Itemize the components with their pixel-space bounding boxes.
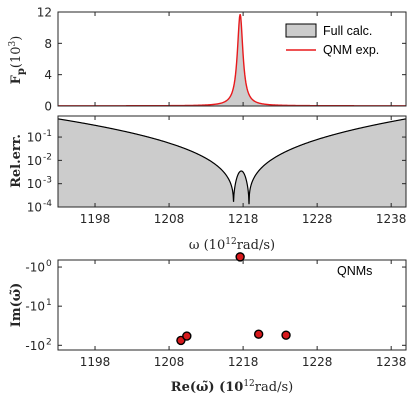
panel-error-xticks: 1198 1208 1218 1228 1238 xyxy=(80,116,407,226)
qnm-point xyxy=(281,330,291,340)
ytick-exponent: -2 xyxy=(43,152,52,162)
xtick-label: 1218 xyxy=(228,212,259,226)
ytick-label: 8 xyxy=(44,37,52,51)
panel-error: 10-410-310-210-1 1198 1208 1218 1228 1238 Re… xyxy=(9,115,407,253)
qnm-point xyxy=(253,329,264,339)
ytick-exponent: -3 xyxy=(43,176,52,186)
xtick-label: 1198 xyxy=(80,212,111,226)
ytick-label: 4 xyxy=(44,68,52,82)
panel-qnm: -10 0-10 1-10 2 1198 1208 1218 1228 1238 QNMs I… xyxy=(9,252,407,395)
relative-error-area xyxy=(58,118,406,207)
relative-error-line xyxy=(57,118,407,205)
ytick-label: 10 xyxy=(27,177,42,191)
panel-error-yticks: 10-410-310-210-1 xyxy=(27,129,406,215)
ytick-label: -10 xyxy=(25,339,45,353)
panel-qnm-xlabel: Re(ω̃) (1012rad/s) xyxy=(171,379,293,395)
panel-spectrum-frame xyxy=(57,11,407,107)
legend: Full calc. QNM exp. xyxy=(285,23,379,57)
panel-qnm-yticks: -10 0-10 1-10 2 xyxy=(25,259,406,353)
qnm-annotation: QNMs xyxy=(337,264,372,278)
xtick-label: 1228 xyxy=(302,355,333,369)
ytick-label: -10 xyxy=(25,261,45,275)
panel-error-frame xyxy=(57,115,407,208)
xtick-label: 1238 xyxy=(376,212,407,226)
ytick-label: 12 xyxy=(37,6,52,20)
ytick-label: 0 xyxy=(44,100,52,114)
ytick-exponent: -1 xyxy=(43,129,52,139)
legend-label-qnm: QNM exp. xyxy=(323,43,379,57)
ytick-exponent: -4 xyxy=(43,199,52,209)
ytick-exponent: 1 xyxy=(46,298,52,308)
ytick-exponent: 0 xyxy=(46,259,52,269)
xtick-label: 1238 xyxy=(376,355,407,369)
legend-swatch-full-calc xyxy=(285,23,317,38)
panel-qnm-ylabel: Im(ω̃) xyxy=(9,283,24,328)
ytick-label: -10 xyxy=(25,300,45,314)
ytick-label: 10 xyxy=(27,201,42,215)
ytick-label: 10 xyxy=(27,131,42,145)
ytick-exponent: 2 xyxy=(46,337,52,347)
panel-spectrum: 0 4 8 12 Fp(103) Full calc. QNM exp. xyxy=(8,6,407,114)
xtick-label: 1208 xyxy=(154,355,185,369)
qnm-points xyxy=(176,252,291,346)
panel-error-ylabel: Rel.err. xyxy=(9,134,24,188)
qnm-point xyxy=(182,331,192,341)
xtick-label: 1198 xyxy=(80,355,111,369)
panel-spectrum-ylabel: Fp(103) xyxy=(8,36,27,85)
panel-spectrum-yticks: 0 4 8 12 xyxy=(37,6,406,114)
qnm-point xyxy=(235,252,245,262)
xtick-label: 1208 xyxy=(154,212,185,226)
panel-error-xlabel: ω (1012rad/s) xyxy=(189,237,275,253)
xtick-label: 1228 xyxy=(302,212,333,226)
ytick-label: 10 xyxy=(27,154,42,168)
panel-qnm-xticks: 1198 1208 1218 1228 1238 xyxy=(80,260,407,369)
xtick-label: 1218 xyxy=(228,355,259,369)
legend-label-full-calc: Full calc. xyxy=(323,24,372,38)
panel-qnm-frame xyxy=(57,259,407,351)
